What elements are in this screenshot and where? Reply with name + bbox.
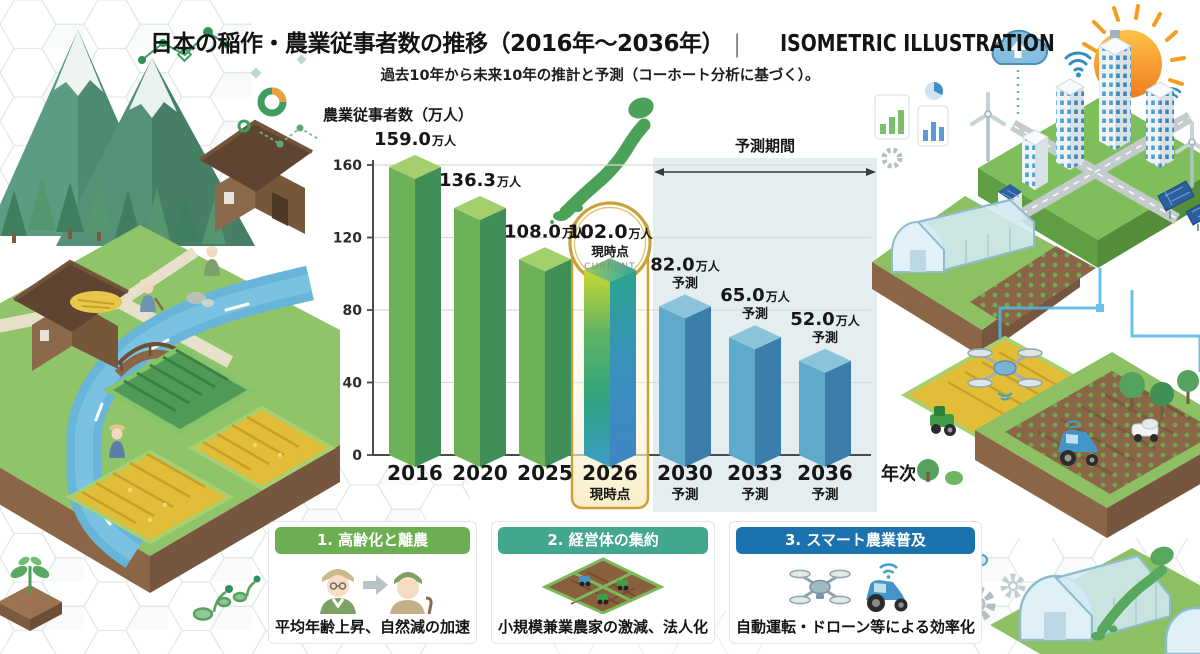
factor-card-aging: 1. 高齢化と離農 平均年齢上昇、自然減の加速 [268,521,478,644]
hay-pile-icon [70,291,214,313]
farmhouse-icon [198,119,313,234]
mini-chart-cards-icon [874,82,949,169]
svg-text:136.3万人: 136.3万人 [439,170,522,191]
title-en: ISOMETRIC ILLUSTRATION [779,31,1055,57]
office-buildings-icon [998,30,1176,226]
bar-2020 [454,195,506,468]
svg-text:40: 40 [343,376,363,392]
tractor-icon [930,406,956,436]
svg-text:159.0万人: 159.0万人 [374,129,457,150]
page-subtitle: 過去10年から未来10年の推計と予測（コーホート分析に基づく）。 [380,68,820,84]
factor-cards: 1. 高齢化と離農 平均年齢上昇、自然減の加速 2. 経営体の集約 [268,521,982,644]
factor-title-badge: 3. スマート農業普及 [736,527,975,554]
farmhouse-icon [12,259,129,371]
bar-2026 [584,258,636,467]
svg-text:予測: 予測 [812,330,838,346]
seedling-icon [0,556,62,631]
svg-text:65.0万人: 65.0万人 [720,285,790,306]
factor-title-badge: 2. 経営体の集約 [498,527,709,554]
svg-text:2030: 2030 [657,461,713,485]
svg-text:2036: 2036 [797,461,853,485]
svg-text:現時点: 現時点 [590,486,631,503]
smart-agriculture-illustration [872,4,1200,654]
data-doodles-icon [138,27,321,148]
cloud-upload-icon [991,29,1048,118]
svg-text:2026: 2026 [582,461,638,485]
svg-text:農業従事者数（万人）: 農業従事者数（万人） [323,106,473,124]
green-rice-paddy-icon [103,345,257,435]
bar-2025 [519,247,571,467]
japan-map-icon [1091,546,1174,641]
factor-title-badge: 1. 高齢化と離農 [275,527,471,554]
svg-text:52.0万人: 52.0万人 [790,309,860,330]
svg-text:102.0万人: 102.0万人 [567,221,653,243]
svg-text:CURRENT: CURRENT [584,262,636,272]
page-title: 日本の稲作・農業従事者数の推移（2016年～2036年） | ISOMETRIC I… [150,24,1054,58]
drone-tractor-icon [736,554,975,616]
sprayer-robot-icon [1131,418,1159,442]
network-connector-lines [998,268,1200,372]
svg-text:0: 0 [352,448,362,464]
svg-text:予測: 予測 [812,486,839,503]
svg-text:予測期間: 予測期間 [735,137,795,155]
bar-2033 [729,325,781,467]
svg-text:108.0万人: 108.0万人 [504,221,587,242]
sprout-doodle-icon [192,575,261,621]
smart-field-icon [975,352,1200,538]
svg-text:2025: 2025 [517,461,573,485]
factor-caption: 平均年齢上昇、自然減の加速 [275,618,471,636]
farm-consolidation-icon [498,554,708,616]
svg-text:予測: 予測 [742,486,769,503]
japan-map-icon [550,97,654,224]
traditional-village-illustration [0,30,340,631]
svg-text:予測: 予測 [742,306,768,322]
factor-title: 1. 高齢化と離農 [316,531,429,549]
svg-text:2020: 2020 [452,461,508,485]
factor-card-consolidation: 2. 経営体の集約 小規模兼業農家の激減、法人化 [491,521,716,644]
workers-bar-chart: 予測期間 0 40 80 120 160 159.0万人 136.3万人 108.0万人 82.0… [323,106,915,512]
farmer-figure [140,278,165,312]
factor-caption: 小規模兼業農家の激減、法人化 [498,618,709,636]
title-divider: | [733,30,741,58]
factor-card-smart-farming: 3. スマート農業普及 自動運転・ドローン等による効率化 [729,521,982,644]
factor-title: 2. 経営体の集約 [547,531,659,549]
farmer-figure [204,246,220,276]
pine-trees-icon [1,178,226,245]
svg-text:予測: 予測 [672,275,698,291]
golden-rice-paddy-icon [65,405,337,545]
svg-text:現時点: 現時点 [591,244,629,259]
svg-text:年次: 年次 [881,463,915,485]
wifi-icon [1064,51,1092,78]
header: 日本の稲作・農業従事者数の推移（2016年～2036年） | ISOMETRIC I… [150,24,1054,85]
factor-title: 3. スマート農業普及 [784,531,926,549]
elderly-farmers-icon [275,554,470,616]
svg-text:160: 160 [333,158,362,174]
bar-2030 [659,294,711,467]
svg-text:予測: 予測 [672,486,699,503]
farmer-figure [109,424,125,458]
greenhouse-icon [990,548,1200,654]
svg-text:80: 80 [343,303,363,319]
bar-2016 [389,154,441,467]
tractor-icon [1058,420,1098,466]
factor-caption: 自動運転・ドローン等による効率化 [736,618,975,636]
svg-text:2033: 2033 [727,461,783,485]
bar-2036 [799,348,851,467]
svg-text:82.0万人: 82.0万人 [650,254,720,275]
svg-text:2016: 2016 [387,461,443,485]
svg-text:120: 120 [333,231,362,247]
trees-icon [917,370,1199,485]
drone-icon [967,348,1043,401]
title-jp: 日本の稲作・農業従事者数の推移（2016年～2036年） [150,31,725,57]
